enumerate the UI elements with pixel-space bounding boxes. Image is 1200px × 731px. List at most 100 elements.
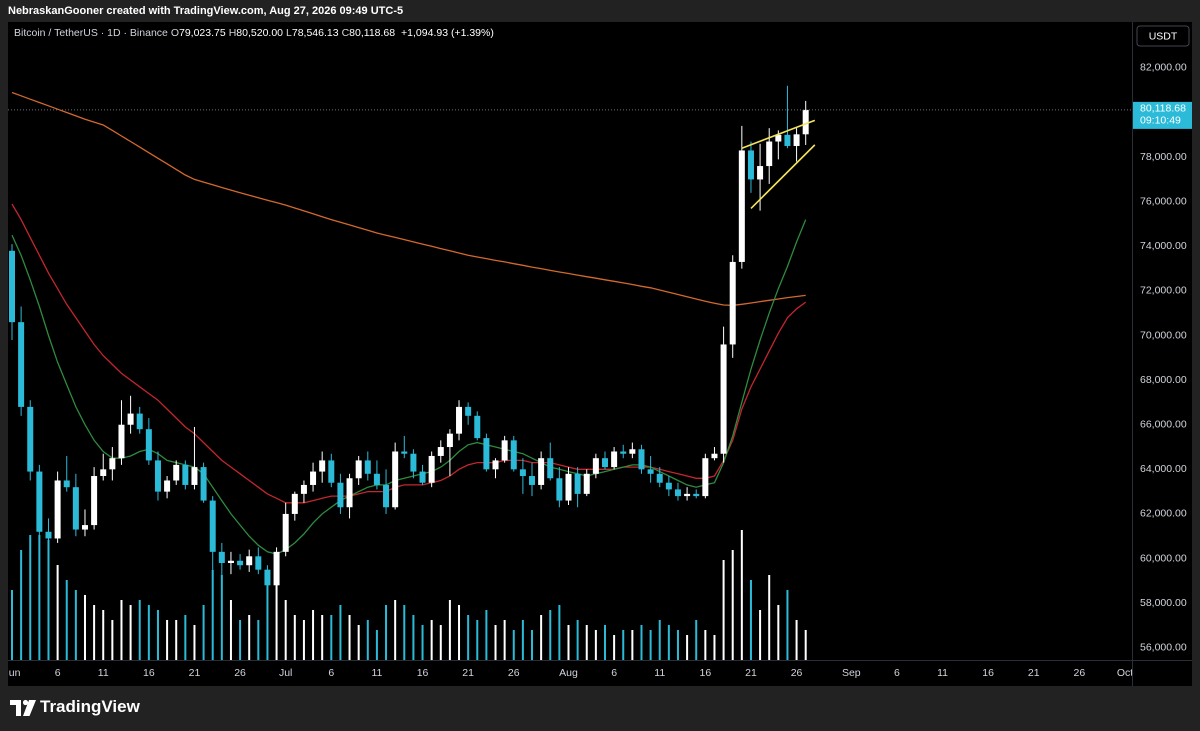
candle-body [483,438,490,470]
trendline [750,144,816,209]
volume-bar [603,625,606,660]
candle-body [63,480,70,488]
candle-body [738,150,745,262]
candle-body [410,453,417,472]
candle-body [136,413,143,430]
candle-body [154,460,161,492]
volume-bar [494,625,497,660]
x-tick-label: 6 [328,667,334,679]
candle-body [519,469,526,477]
volume-bar [156,610,159,660]
volume-layer [11,530,807,660]
candle-body [18,322,25,407]
candle-body [300,484,307,494]
volume-bar [193,625,196,660]
candle-body [501,440,508,461]
candle-body [373,473,380,485]
candle-body [255,556,262,570]
y-tick-label: 78,000.00 [1140,151,1187,163]
currency[interactable]: USDT [1149,30,1178,42]
x-tick-label: 6 [611,667,617,679]
candle-body [91,476,98,526]
candle-body [629,449,636,454]
candle-body [383,484,390,508]
candle-body [328,460,335,483]
volume-bar [321,615,324,660]
last-price-tag [1133,101,1192,129]
volume-bar [385,605,388,660]
candle-body [182,464,189,485]
volume-bar [631,630,634,660]
candle-body [529,476,536,485]
y-tick-label: 74,000.00 [1140,240,1187,252]
candle-body [173,464,180,481]
volume-bar [521,620,524,660]
volume-bar [768,575,771,660]
candle-body [601,458,608,468]
volume-bar [512,630,515,660]
candle-body [109,458,116,470]
candle-body [766,141,773,167]
moving-average [11,219,807,555]
currency-box[interactable] [1136,25,1190,47]
volume-bar [658,620,661,660]
x-tick-label: 26 [234,667,246,679]
volume-bar [312,610,315,660]
x-tick-label: 26 [1074,667,1086,679]
volume-bar [676,630,679,660]
status-label: C [341,27,350,39]
volume-bar [731,550,734,660]
candle-body [647,469,654,474]
candle-body [720,344,727,454]
attribution: NebraskanGooner created with TradingView… [0,0,1200,22]
volume-bar [138,600,141,660]
volume-bar [293,615,296,660]
volume-bar [83,595,86,660]
volume-bar [56,565,59,660]
candle-body [401,451,408,454]
volume-bar [576,620,579,660]
volume-bar [229,600,232,660]
volume-bar [722,560,725,660]
candle-body [310,471,317,485]
candle-body [674,489,681,497]
y-tick-label: 58,000.00 [1140,597,1187,609]
volume-bar [403,605,406,660]
volume-bar [795,620,798,660]
volume-bar [184,615,187,660]
candle-body [729,261,736,345]
volume-bar [640,625,643,660]
candle-body [684,493,691,497]
candle-body [711,453,718,459]
x-tick-label: Sep [842,667,861,679]
moving-average [11,91,806,307]
candle-body [565,473,572,501]
volume-bar [740,530,743,660]
bar-countdown: 09:10:49 [1140,115,1181,127]
volume-bar [47,540,50,660]
status-label: O [170,27,179,39]
volume-bar [357,625,360,660]
x-tick-label: 16 [700,667,712,679]
y-tick-label: 76,000.00 [1140,196,1187,208]
candle-body [291,493,298,514]
volume-bar [166,620,169,660]
volume-bar [120,600,123,660]
volume-bar [38,535,41,660]
candle-body [665,482,672,490]
candle-body [446,433,453,448]
volume-bar [421,625,424,660]
x-tick-label: 26 [508,667,520,679]
y-tick-label: 60,000.00 [1140,552,1187,564]
volume-bar [147,605,150,660]
y-tick-label: 64,000.00 [1140,463,1187,475]
change: +1,094.93 (+1.39%) [401,27,494,39]
volume-bar [430,620,433,660]
volume-bar [704,630,707,660]
ma-layer [11,91,807,555]
volume-bar [111,620,114,660]
candle-body [775,134,782,142]
status-value: 80,520.00 [236,27,284,39]
candle-body [227,560,234,563]
